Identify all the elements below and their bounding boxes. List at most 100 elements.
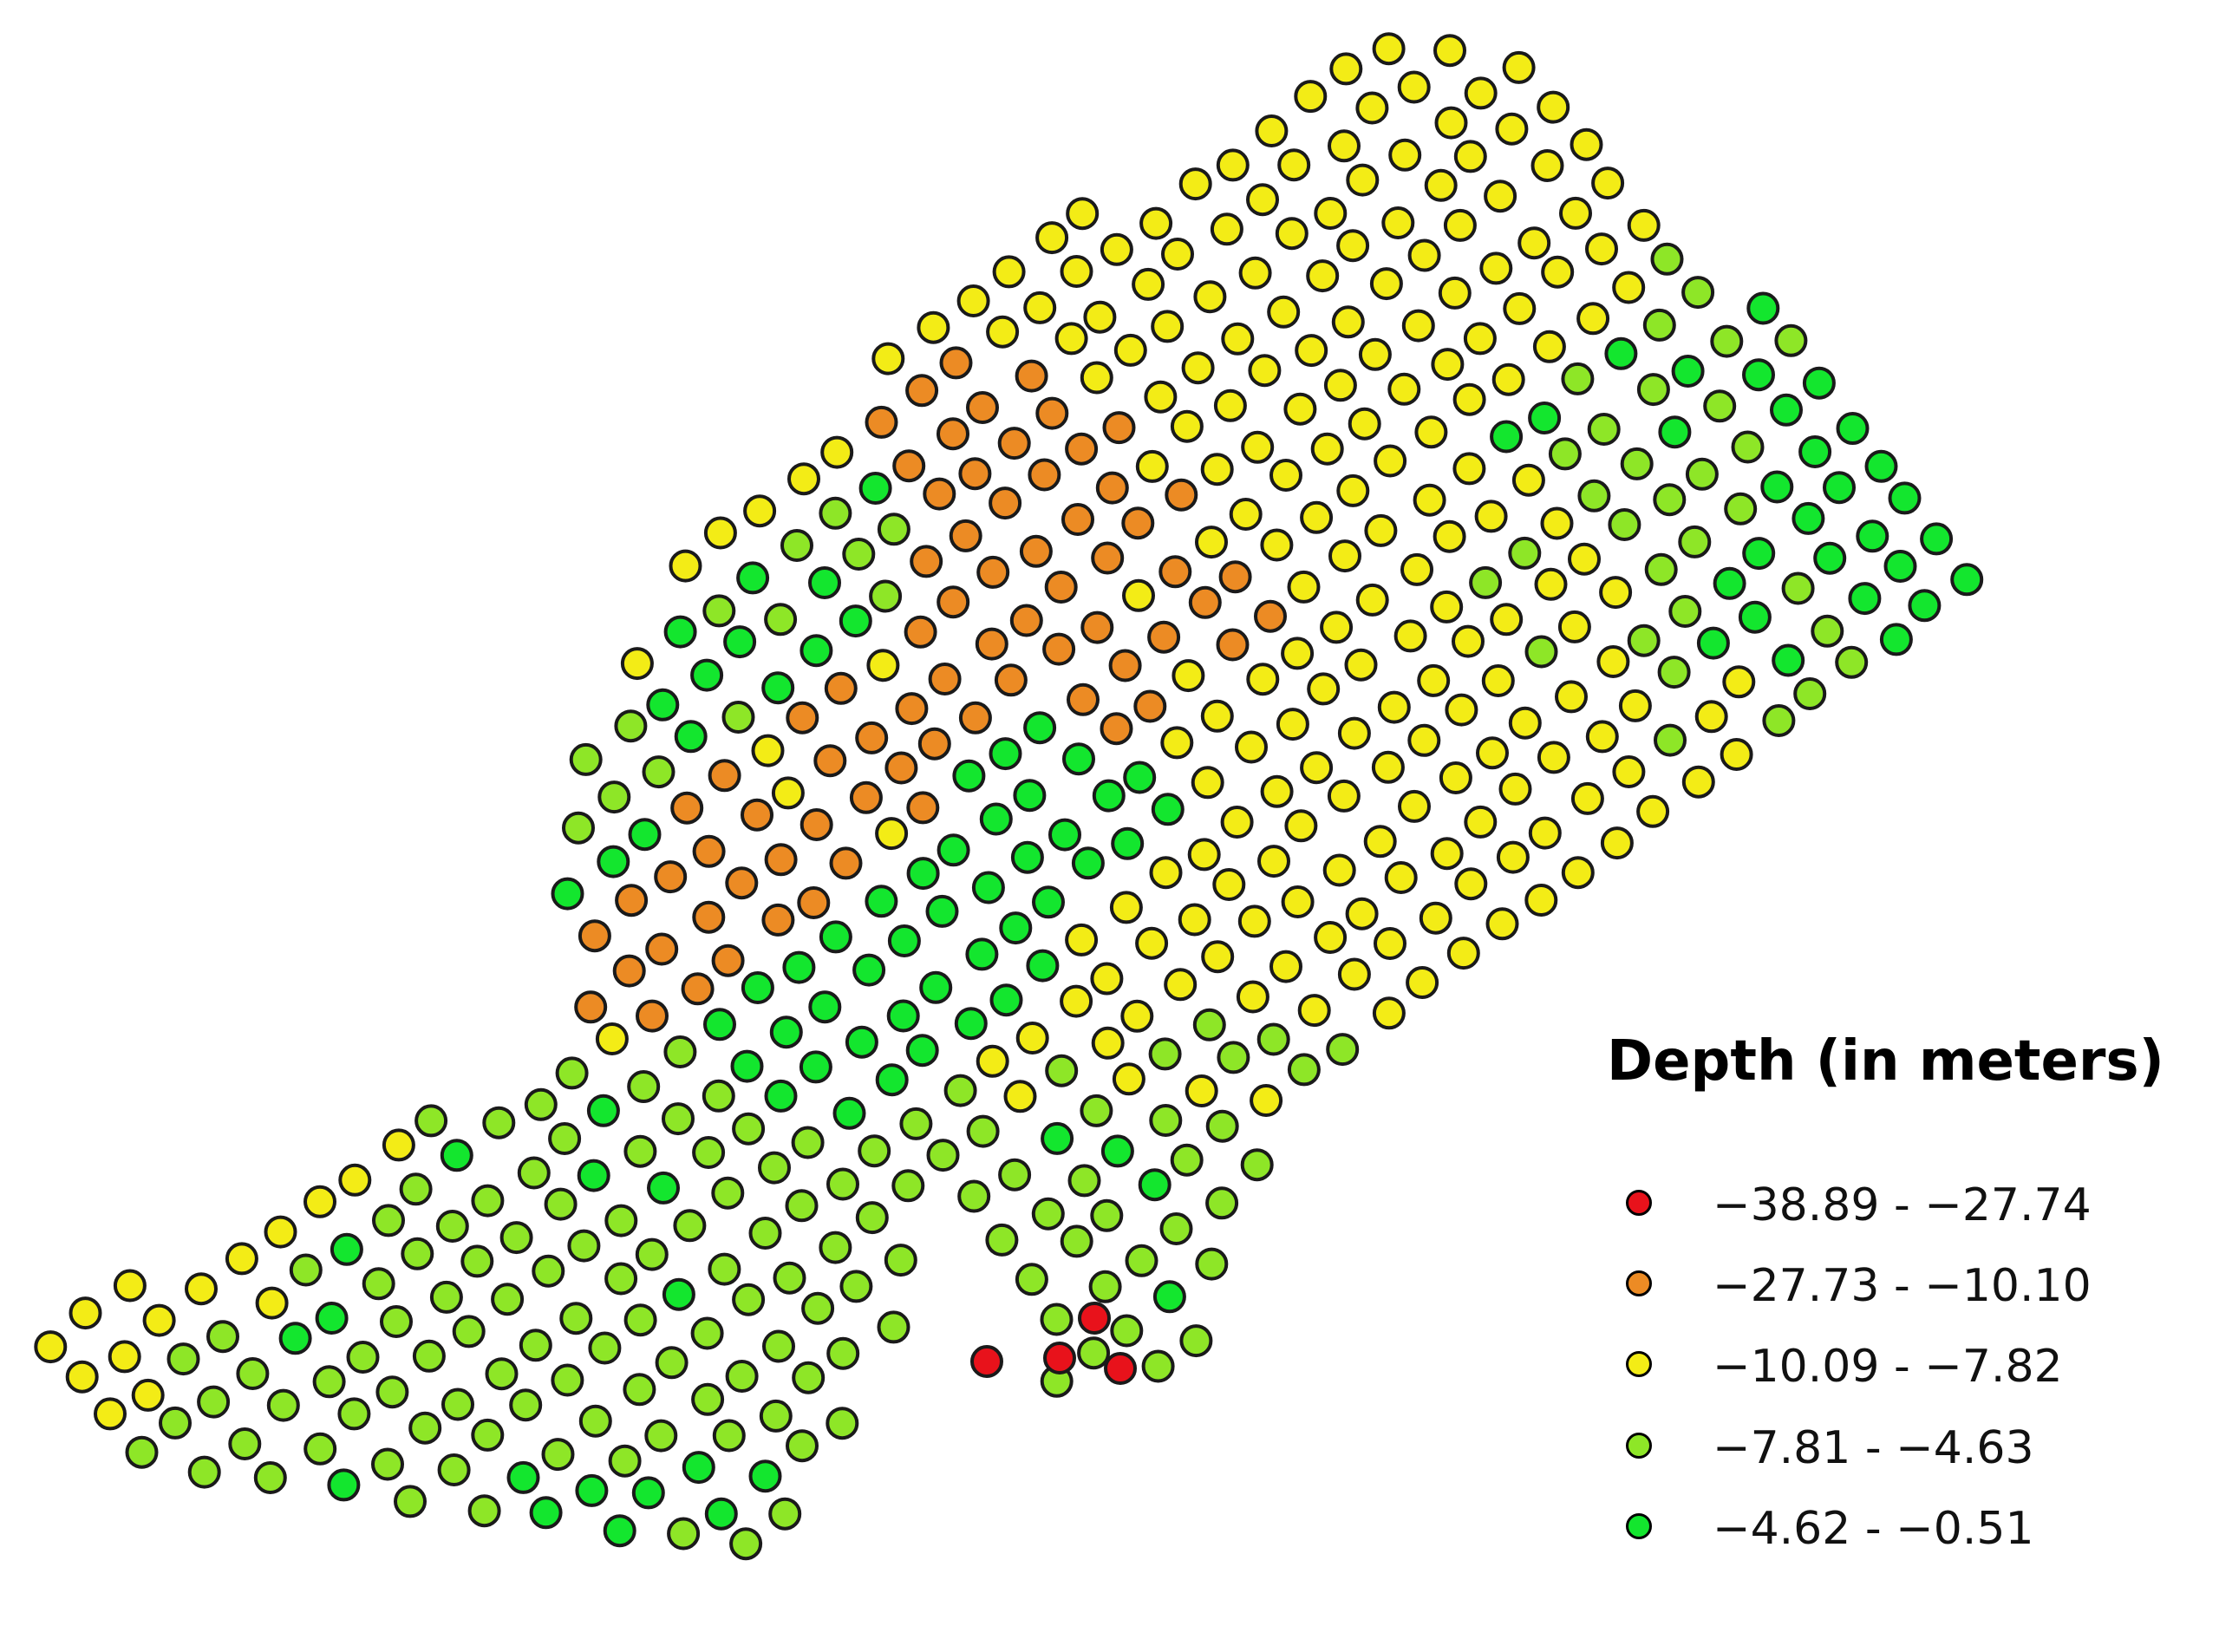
sounding-point [1760,470,1794,504]
sounding-point [1774,323,1808,357]
sounding-point [595,1022,629,1055]
sounding-point [1384,861,1418,894]
sounding-point [729,1527,763,1561]
sounding-point [623,1303,657,1337]
sounding-point [891,1169,925,1203]
sounding-point [1856,519,1889,553]
sounding-point [819,920,852,954]
sounding-point [1015,1022,1049,1055]
sounding-point [711,1176,745,1210]
sounding-point [1508,706,1542,740]
sounding-point [769,1015,803,1049]
legend-swatch-class-3 [1626,1351,1652,1377]
sounding-point [631,1476,665,1510]
sounding-point [655,1346,689,1380]
sounding-point [721,701,755,734]
sounding-point [441,1388,474,1421]
sounding-point [1095,471,1129,505]
sounding-point [327,1468,361,1502]
sounding-point [764,603,798,637]
sounding-point [1295,334,1328,368]
sounding-point [524,1087,558,1121]
sounding-point [1112,1062,1145,1096]
sounding-point [1433,519,1466,553]
sounding-point [1781,571,1815,605]
sounding-point [813,744,847,778]
sounding-point [1431,348,1465,382]
sounding-point [1323,369,1357,402]
sounding-point [485,1357,519,1391]
sounding-point [1657,656,1691,689]
sounding-point [1484,180,1517,213]
sounding-point [623,1134,657,1168]
sounding-point [842,538,876,571]
sounding-point [1193,280,1227,314]
sounding-point [567,1229,601,1263]
sounding-point [1284,809,1318,843]
sounding-point [1770,393,1803,427]
sounding-point [471,1418,505,1452]
sounding-point [1149,856,1183,890]
sounding-point [1336,473,1370,507]
sounding-point [1170,1143,1204,1177]
sounding-point [1328,129,1361,163]
sounding-point [780,529,813,562]
sounding-point [1742,537,1776,571]
sounding-point [1307,672,1341,706]
sounding-point [362,1267,395,1301]
sounding-point [1636,373,1670,407]
sounding-point [1570,781,1604,815]
sounding-point [1644,552,1678,586]
sounding-point [1164,968,1198,1002]
sounding-point [1713,566,1746,600]
sounding-point [1604,336,1638,370]
sounding-point [741,971,774,1004]
sounding-point [551,877,584,911]
sounding-point [1260,774,1294,808]
sounding-point [958,701,992,735]
sounding-point [949,519,982,552]
sounding-point [1524,635,1558,669]
sounding-point [1185,1074,1218,1107]
sounding-point [1696,626,1730,660]
sounding-point [1044,571,1078,604]
sounding-point [330,1232,363,1266]
sounding-point [673,1209,707,1243]
sounding-point [604,1204,638,1237]
sounding-point [1511,463,1545,497]
sounding-point [829,846,863,880]
sounding-point [832,1096,866,1130]
sounding-point [1742,358,1775,392]
sounding-point [603,1514,636,1548]
sounding-point [1032,885,1065,919]
sounding-point [1172,659,1205,693]
sounding-point [1439,761,1472,794]
sounding-point [917,310,950,344]
sounding-point [1476,736,1509,770]
sounding-point [375,1375,409,1409]
sounding-point [1158,555,1192,589]
sounding-point [559,1302,593,1335]
sounding-point [925,894,959,928]
sounding-point [1561,362,1595,395]
sounding-point [1148,1037,1182,1071]
sounding-point [1479,251,1513,285]
sounding-point [761,903,795,937]
sounding-point [1495,112,1529,146]
sounding-point [1152,1280,1186,1314]
sounding-point [253,1461,287,1494]
sounding-point [1446,937,1480,970]
legend-swatch-class-4 [1626,1433,1652,1459]
sounding-point [125,1435,159,1469]
sounding-point [1133,689,1167,723]
sounding-point [1681,276,1715,310]
sounding-point [905,374,939,408]
sounding-point [1151,793,1185,826]
sounding-point [690,1316,724,1350]
sounding-point [845,1025,878,1059]
sounding-point [976,1044,1009,1078]
sounding-point [748,1217,782,1250]
sounding-point [166,1342,200,1376]
sounding-point [604,1262,638,1296]
sounding-point [1083,300,1117,334]
